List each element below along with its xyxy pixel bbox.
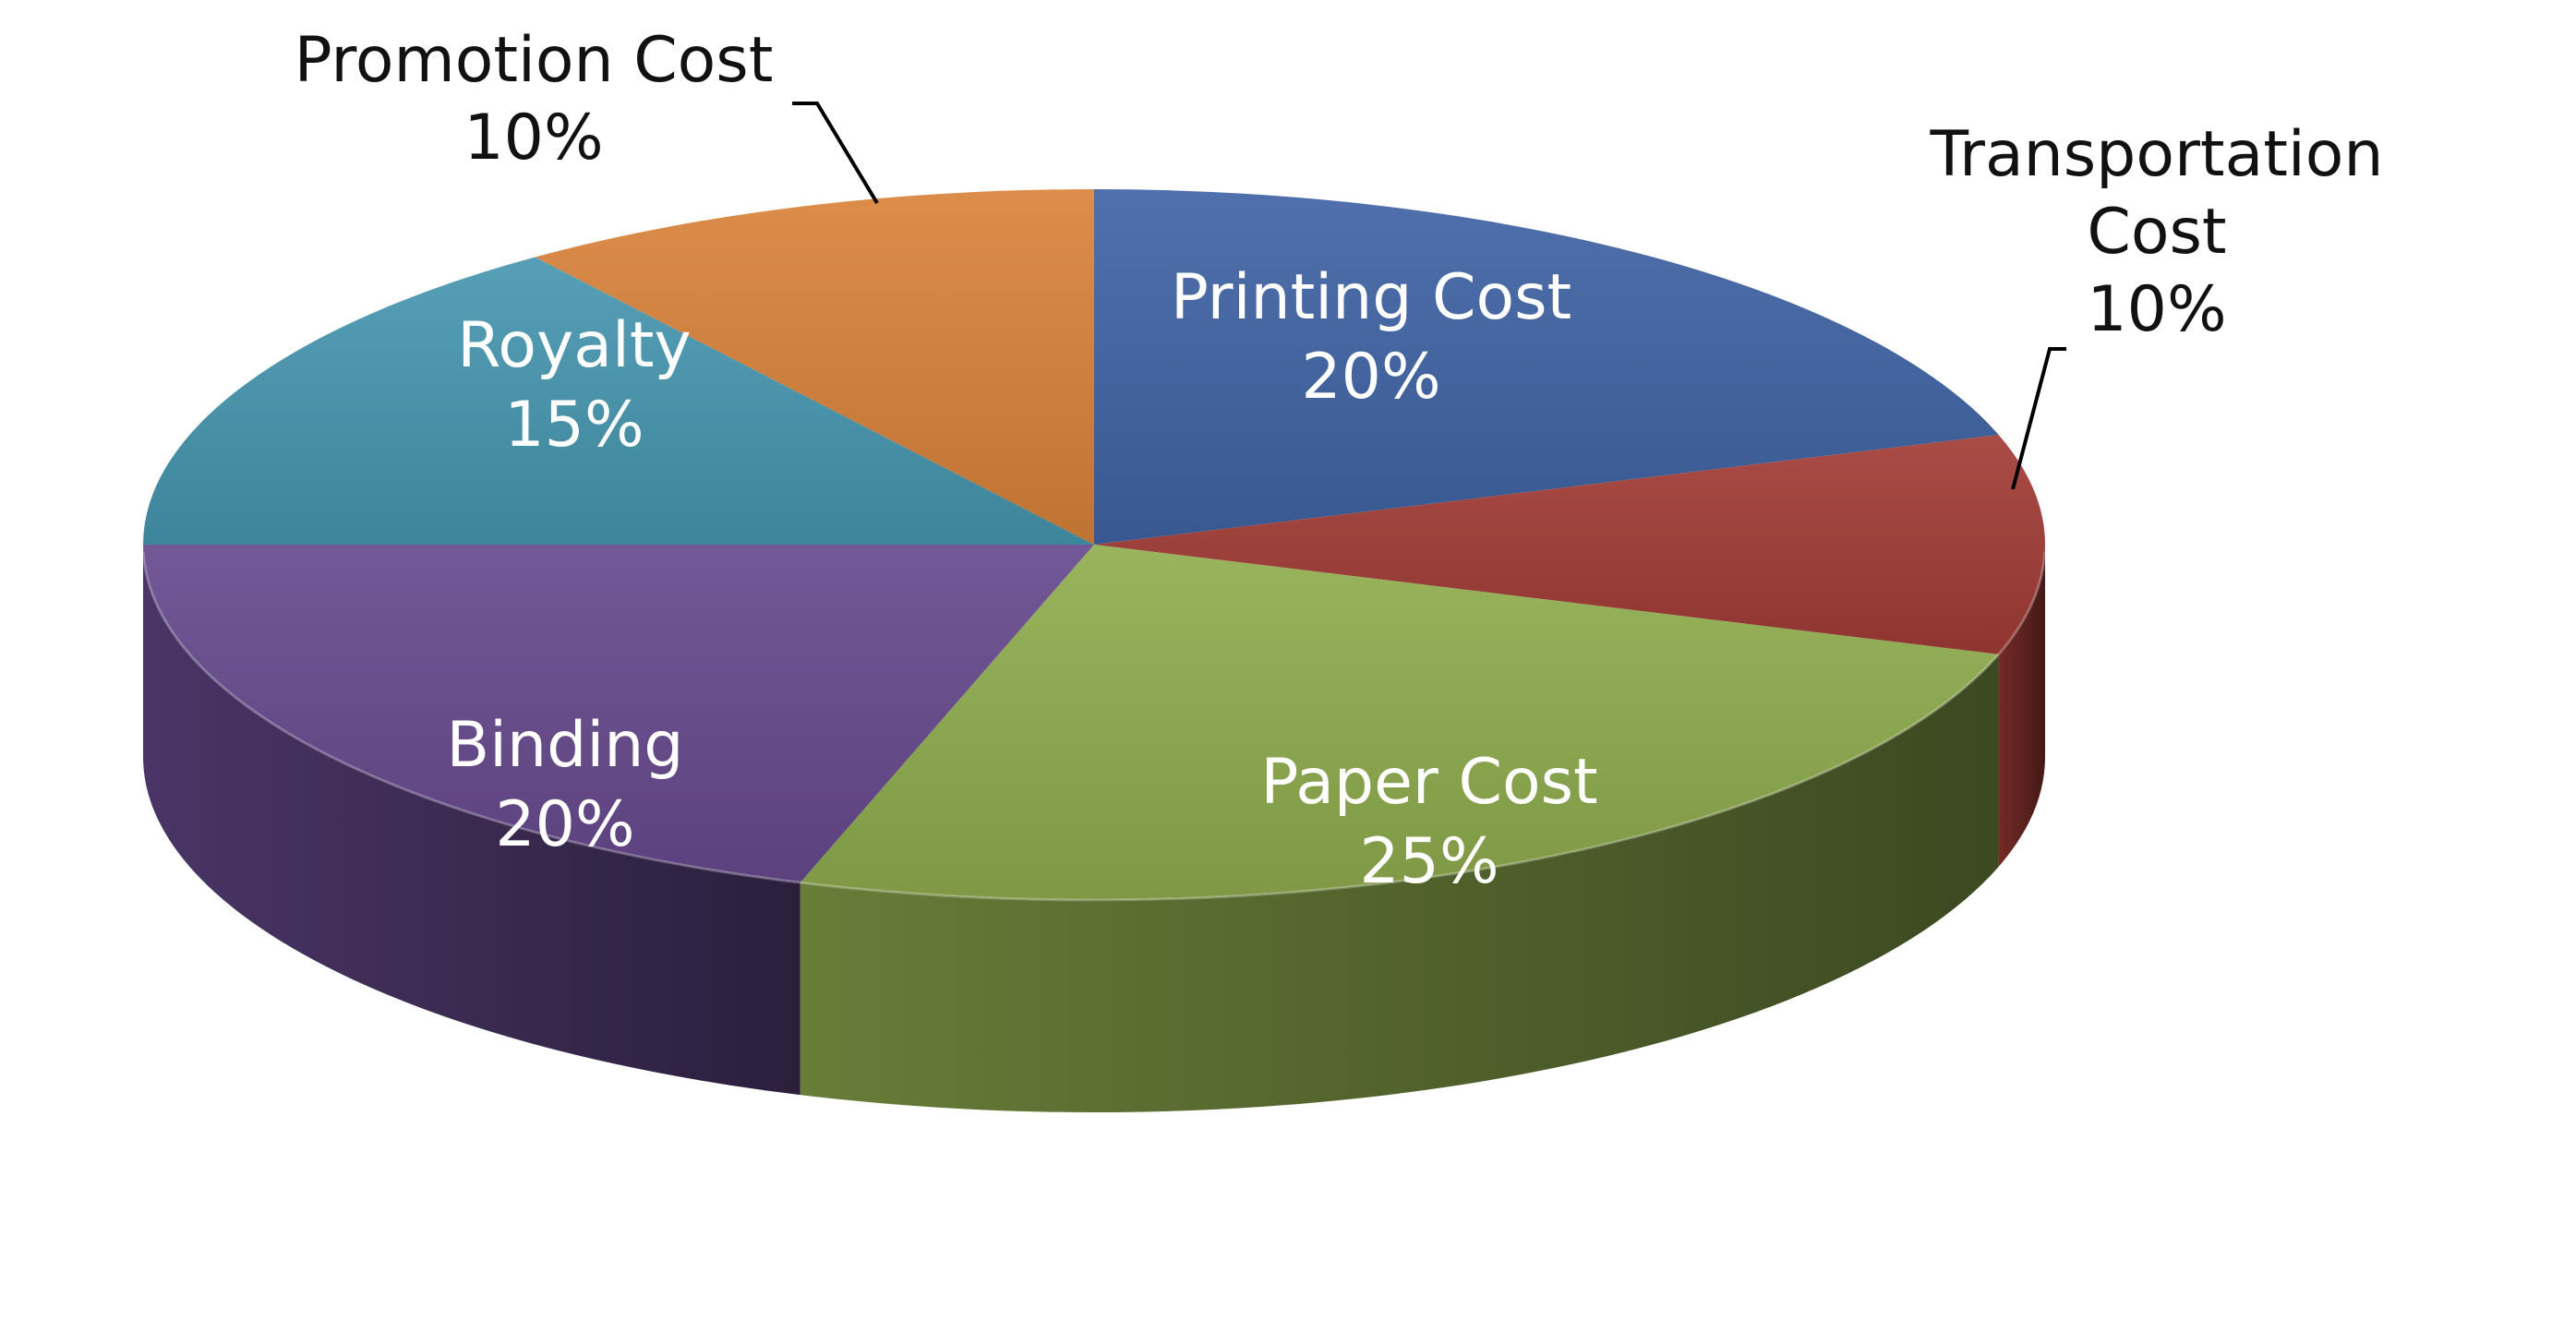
data-label-transportation-cost: Transportation Cost 10%	[1929, 118, 2383, 346]
leader-line-promotion-cost	[792, 102, 879, 205]
pie-labels-layer: Printing Cost 20% Transportation Cost 10% Pap…	[295, 24, 2384, 898]
pie-rim-highlight	[141, 551, 2047, 902]
pie-slice-binding	[143, 545, 1094, 883]
pie-slice-royalty	[143, 257, 1094, 545]
pie-slice-printing-cost	[1094, 189, 1999, 545]
pie-slice-transportation-cost	[1094, 435, 2045, 654]
data-label-paper-cost: Paper Cost 25%	[1260, 746, 1597, 898]
data-label-royalty: Royalty 15%	[457, 309, 692, 462]
pie-slice-side-transportation-cost	[1998, 545, 2045, 867]
pie-slice-side-paper-cost	[800, 654, 1999, 1112]
data-label-printing-cost: Printing Cost 20%	[1171, 261, 1571, 414]
leader-line-transportation-cost	[2011, 347, 2066, 490]
pie-slice-side-binding	[143, 545, 800, 1096]
data-label-binding: Binding 20%	[447, 709, 684, 861]
pie-slice-paper-cost	[800, 545, 1999, 900]
data-label-promotion-cost: Promotion Cost 10%	[295, 24, 774, 174]
pie-slice-promotion-cost	[535, 189, 1094, 545]
pie-top-layer	[141, 189, 2047, 902]
pie-depth-layer	[143, 545, 2045, 1112]
